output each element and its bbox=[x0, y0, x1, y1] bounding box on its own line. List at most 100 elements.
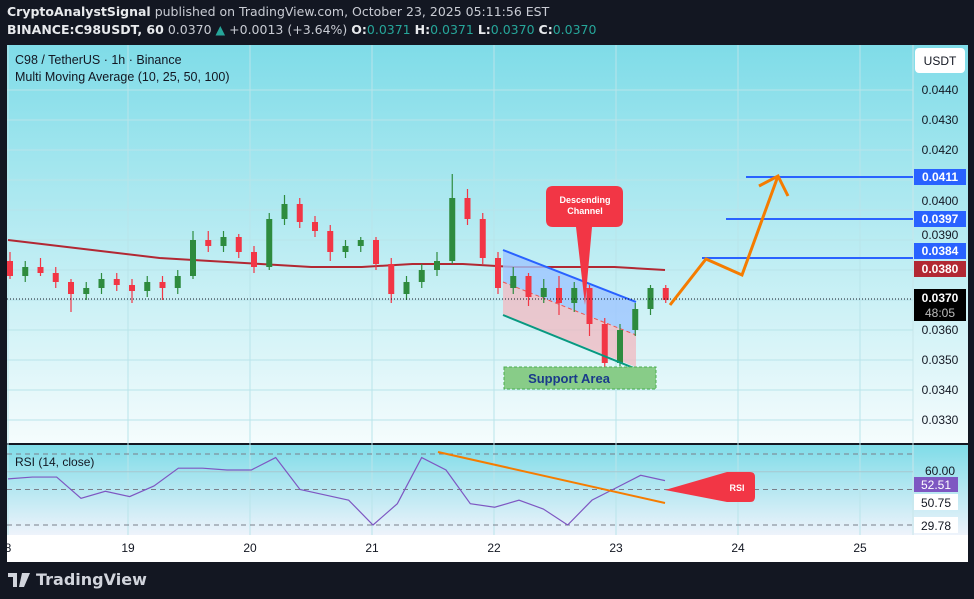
tradingview-logo[interactable]: TradingView bbox=[8, 570, 147, 589]
candle bbox=[83, 282, 90, 300]
candle-body bbox=[296, 204, 303, 222]
candle bbox=[388, 258, 395, 303]
countdown: 48:05 bbox=[925, 306, 955, 320]
candle-body bbox=[312, 222, 318, 231]
candle-body bbox=[540, 288, 547, 297]
candle bbox=[617, 324, 623, 366]
candle-body bbox=[68, 282, 74, 294]
time-tick: 22 bbox=[487, 541, 501, 555]
channel-lower-line[interactable] bbox=[502, 314, 637, 370]
channel-upper-line[interactable] bbox=[502, 249, 637, 303]
candle bbox=[52, 267, 59, 288]
candle-body bbox=[403, 282, 410, 294]
time-tick: 24 bbox=[731, 541, 745, 555]
symbol: BINANCE:C98USDT, 60 bbox=[7, 22, 164, 37]
change: +0.0013 (+3.64%) bbox=[229, 22, 348, 37]
time-axis[interactable]: 8 19 20 21 22 23 24 25 bbox=[5, 541, 867, 555]
candle-body bbox=[357, 240, 364, 246]
channel-callout-line2: Channel bbox=[567, 206, 603, 216]
candle bbox=[174, 270, 181, 294]
rsi-mid-label: 50.75 bbox=[921, 496, 951, 510]
candle bbox=[540, 279, 547, 303]
candle-body bbox=[388, 264, 395, 294]
candle-body bbox=[510, 276, 517, 288]
rsi-callout-label: RSI bbox=[729, 483, 744, 493]
price-tag-value: 0.0384 bbox=[922, 244, 959, 258]
candle bbox=[662, 285, 669, 303]
open: 0.0371 bbox=[366, 22, 411, 37]
candle bbox=[251, 246, 257, 273]
candle bbox=[296, 198, 303, 228]
candle bbox=[312, 216, 318, 237]
candle bbox=[327, 225, 334, 261]
candle-body bbox=[662, 288, 669, 300]
close: 0.0370 bbox=[552, 22, 597, 37]
candle bbox=[266, 213, 273, 270]
rsi-lower-tag bbox=[914, 517, 958, 533]
channel-midline bbox=[502, 281, 637, 336]
chart-title[interactable]: C98 / TetherUS · 1h · Binance bbox=[15, 53, 182, 67]
last-price-value: 0.0370 bbox=[922, 291, 959, 305]
candle bbox=[22, 261, 29, 282]
candle bbox=[571, 282, 578, 312]
price-tick: 0.0400 bbox=[922, 194, 959, 208]
candle bbox=[68, 279, 74, 312]
price-tag-value: 0.0397 bbox=[922, 212, 959, 226]
low: 0.0370 bbox=[490, 22, 535, 37]
candle-body bbox=[266, 219, 273, 267]
candle bbox=[281, 195, 288, 225]
candle-body bbox=[129, 285, 135, 291]
candle bbox=[495, 252, 501, 294]
price-tick: 0.0350 bbox=[922, 353, 959, 367]
candle-body bbox=[373, 240, 379, 264]
candle bbox=[418, 264, 425, 288]
currency-button[interactable] bbox=[915, 48, 965, 73]
rsi-trendline[interactable] bbox=[437, 451, 666, 504]
author[interactable]: CryptoAnalystSignal bbox=[7, 4, 151, 19]
candle-body bbox=[327, 231, 334, 252]
h-label: H: bbox=[414, 22, 431, 37]
candle-body bbox=[174, 276, 181, 288]
candle bbox=[464, 189, 471, 225]
candle-body bbox=[495, 258, 501, 288]
candle bbox=[510, 267, 517, 294]
projection-path[interactable] bbox=[668, 175, 780, 306]
price-tick: 0.0420 bbox=[922, 143, 959, 157]
support-area-box[interactable] bbox=[503, 366, 657, 390]
rsi-value-tag bbox=[914, 477, 958, 492]
candle bbox=[98, 273, 105, 294]
candle-body bbox=[586, 288, 593, 324]
candle bbox=[632, 303, 639, 336]
main-pane[interactable] bbox=[7, 45, 968, 443]
rsi-callout[interactable] bbox=[665, 472, 755, 502]
rsi-value: 52.51 bbox=[921, 478, 951, 492]
up-arrow-icon: ▲ bbox=[215, 22, 226, 37]
candle bbox=[373, 237, 379, 270]
time-tick: 19 bbox=[121, 541, 135, 555]
projection-arrowhead-icon bbox=[758, 173, 790, 197]
price-tag bbox=[914, 243, 966, 259]
o-label: O: bbox=[351, 22, 367, 37]
last-price-tag bbox=[914, 289, 966, 321]
candle-body bbox=[37, 267, 44, 273]
rsi-legend[interactable]: RSI (14, close) bbox=[15, 455, 94, 469]
candle bbox=[647, 285, 654, 315]
candles bbox=[7, 174, 669, 381]
price-tick: 0.0390 bbox=[922, 228, 959, 242]
candle bbox=[479, 213, 486, 264]
candle-body bbox=[205, 240, 212, 246]
price-tick: 0.0330 bbox=[922, 413, 959, 427]
candle bbox=[357, 237, 364, 252]
candle-body bbox=[464, 198, 471, 219]
channel-callout[interactable] bbox=[546, 186, 623, 305]
indicator-legend[interactable]: Multi Moving Average (10, 25, 50, 100) bbox=[15, 70, 229, 84]
candle-body bbox=[190, 240, 196, 276]
candle-body bbox=[617, 330, 623, 363]
price-axis[interactable]: 0.0440 0.0430 0.0420 0.0400 0.0390 0.0360 0.03… bbox=[914, 83, 966, 427]
candle bbox=[525, 273, 532, 306]
price-tag-value: 0.0380 bbox=[922, 262, 959, 276]
rsi-line bbox=[7, 456, 666, 526]
candle-body bbox=[159, 282, 166, 288]
candle-body bbox=[22, 267, 29, 276]
